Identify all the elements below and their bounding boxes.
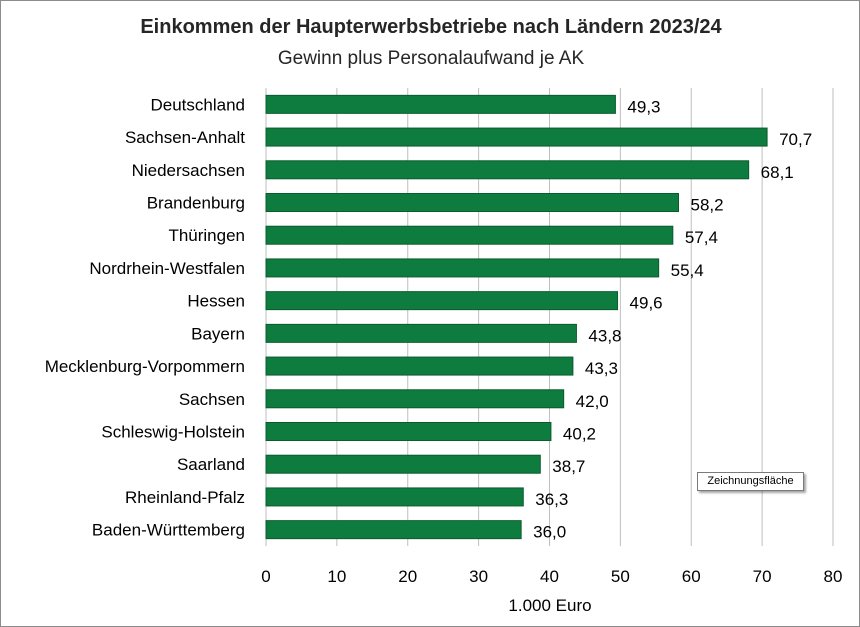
- bar: [265, 94, 616, 114]
- x-tick-label: 0: [261, 567, 270, 586]
- category-label: Mecklenburg-Vorpommern: [45, 357, 245, 376]
- data-label: 38,7: [552, 457, 585, 476]
- bar: [265, 356, 574, 376]
- data-label: 42,0: [576, 392, 609, 411]
- bar: [265, 323, 577, 343]
- data-label: 57,4: [685, 228, 718, 247]
- x-tick-label: 80: [824, 567, 843, 586]
- category-label: Saarland: [177, 455, 245, 474]
- data-label: 40,2: [563, 425, 596, 444]
- x-axis-ticks: 0 10 20 30 40 50 60 70 80: [261, 567, 842, 586]
- bar: [265, 422, 552, 441]
- x-tick-label: 30: [469, 567, 488, 586]
- category-label: Sachsen: [179, 390, 245, 409]
- bar: [265, 487, 524, 507]
- x-tick-label: 20: [398, 567, 417, 586]
- category-label: Hessen: [187, 292, 245, 311]
- data-label: 58,2: [690, 196, 723, 215]
- category-label: Bayern: [191, 324, 245, 343]
- x-tick-label: 70: [753, 567, 772, 586]
- chart-subtitle: Gewinn plus Personalaufwand je AK: [278, 48, 585, 69]
- data-label: 49,6: [630, 294, 663, 313]
- category-label: Baden-Württemberg: [92, 521, 245, 540]
- category-label: Rheinland-Pfalz: [125, 488, 245, 507]
- bars: [265, 94, 768, 540]
- data-label: 36,0: [533, 523, 566, 542]
- chart-title: Einkommen der Haupterwerbsbetriebe nach …: [140, 16, 722, 38]
- bar: [265, 225, 674, 245]
- category-label: Nordrhein-Westfalen: [89, 259, 245, 278]
- bar: [265, 454, 541, 474]
- x-axis-title: 1.000 Euro: [508, 596, 591, 615]
- plot-area-tooltip: Zeichnungsfläche: [697, 472, 804, 491]
- data-label: 70,7: [779, 130, 812, 149]
- x-tick-label: 50: [611, 567, 630, 586]
- data-label: 55,4: [671, 261, 704, 280]
- category-label: Sachsen-Anhalt: [125, 128, 245, 147]
- category-label: Thüringen: [168, 226, 245, 245]
- category-label: Niedersachsen: [132, 161, 245, 180]
- data-label: 49,3: [627, 97, 660, 116]
- bar: [265, 389, 565, 409]
- data-label: 68,1: [761, 163, 794, 182]
- data-label: 36,3: [535, 490, 568, 509]
- category-label: Schleswig-Holstein: [101, 423, 245, 442]
- bar: [265, 127, 768, 147]
- category-label: Brandenburg: [147, 194, 245, 213]
- value-labels: 49,3 70,7 68,1 58,2 57,4 55,4 49,6 43,8 43,3 42,0…: [533, 97, 812, 541]
- bar: [265, 258, 660, 278]
- data-label: 43,3: [585, 359, 618, 378]
- data-label: 43,8: [588, 326, 621, 345]
- bar: [265, 160, 750, 180]
- bar: [265, 291, 619, 311]
- x-tick-label: 10: [327, 567, 346, 586]
- category-label: Deutschland: [150, 95, 245, 114]
- x-tick-label: 40: [540, 567, 559, 586]
- bar: [265, 193, 679, 212]
- x-tick-label: 60: [682, 567, 701, 586]
- bar: [265, 520, 522, 540]
- category-labels: Deutschland Sachsen-Anhalt Niedersachsen Br…: [45, 95, 246, 539]
